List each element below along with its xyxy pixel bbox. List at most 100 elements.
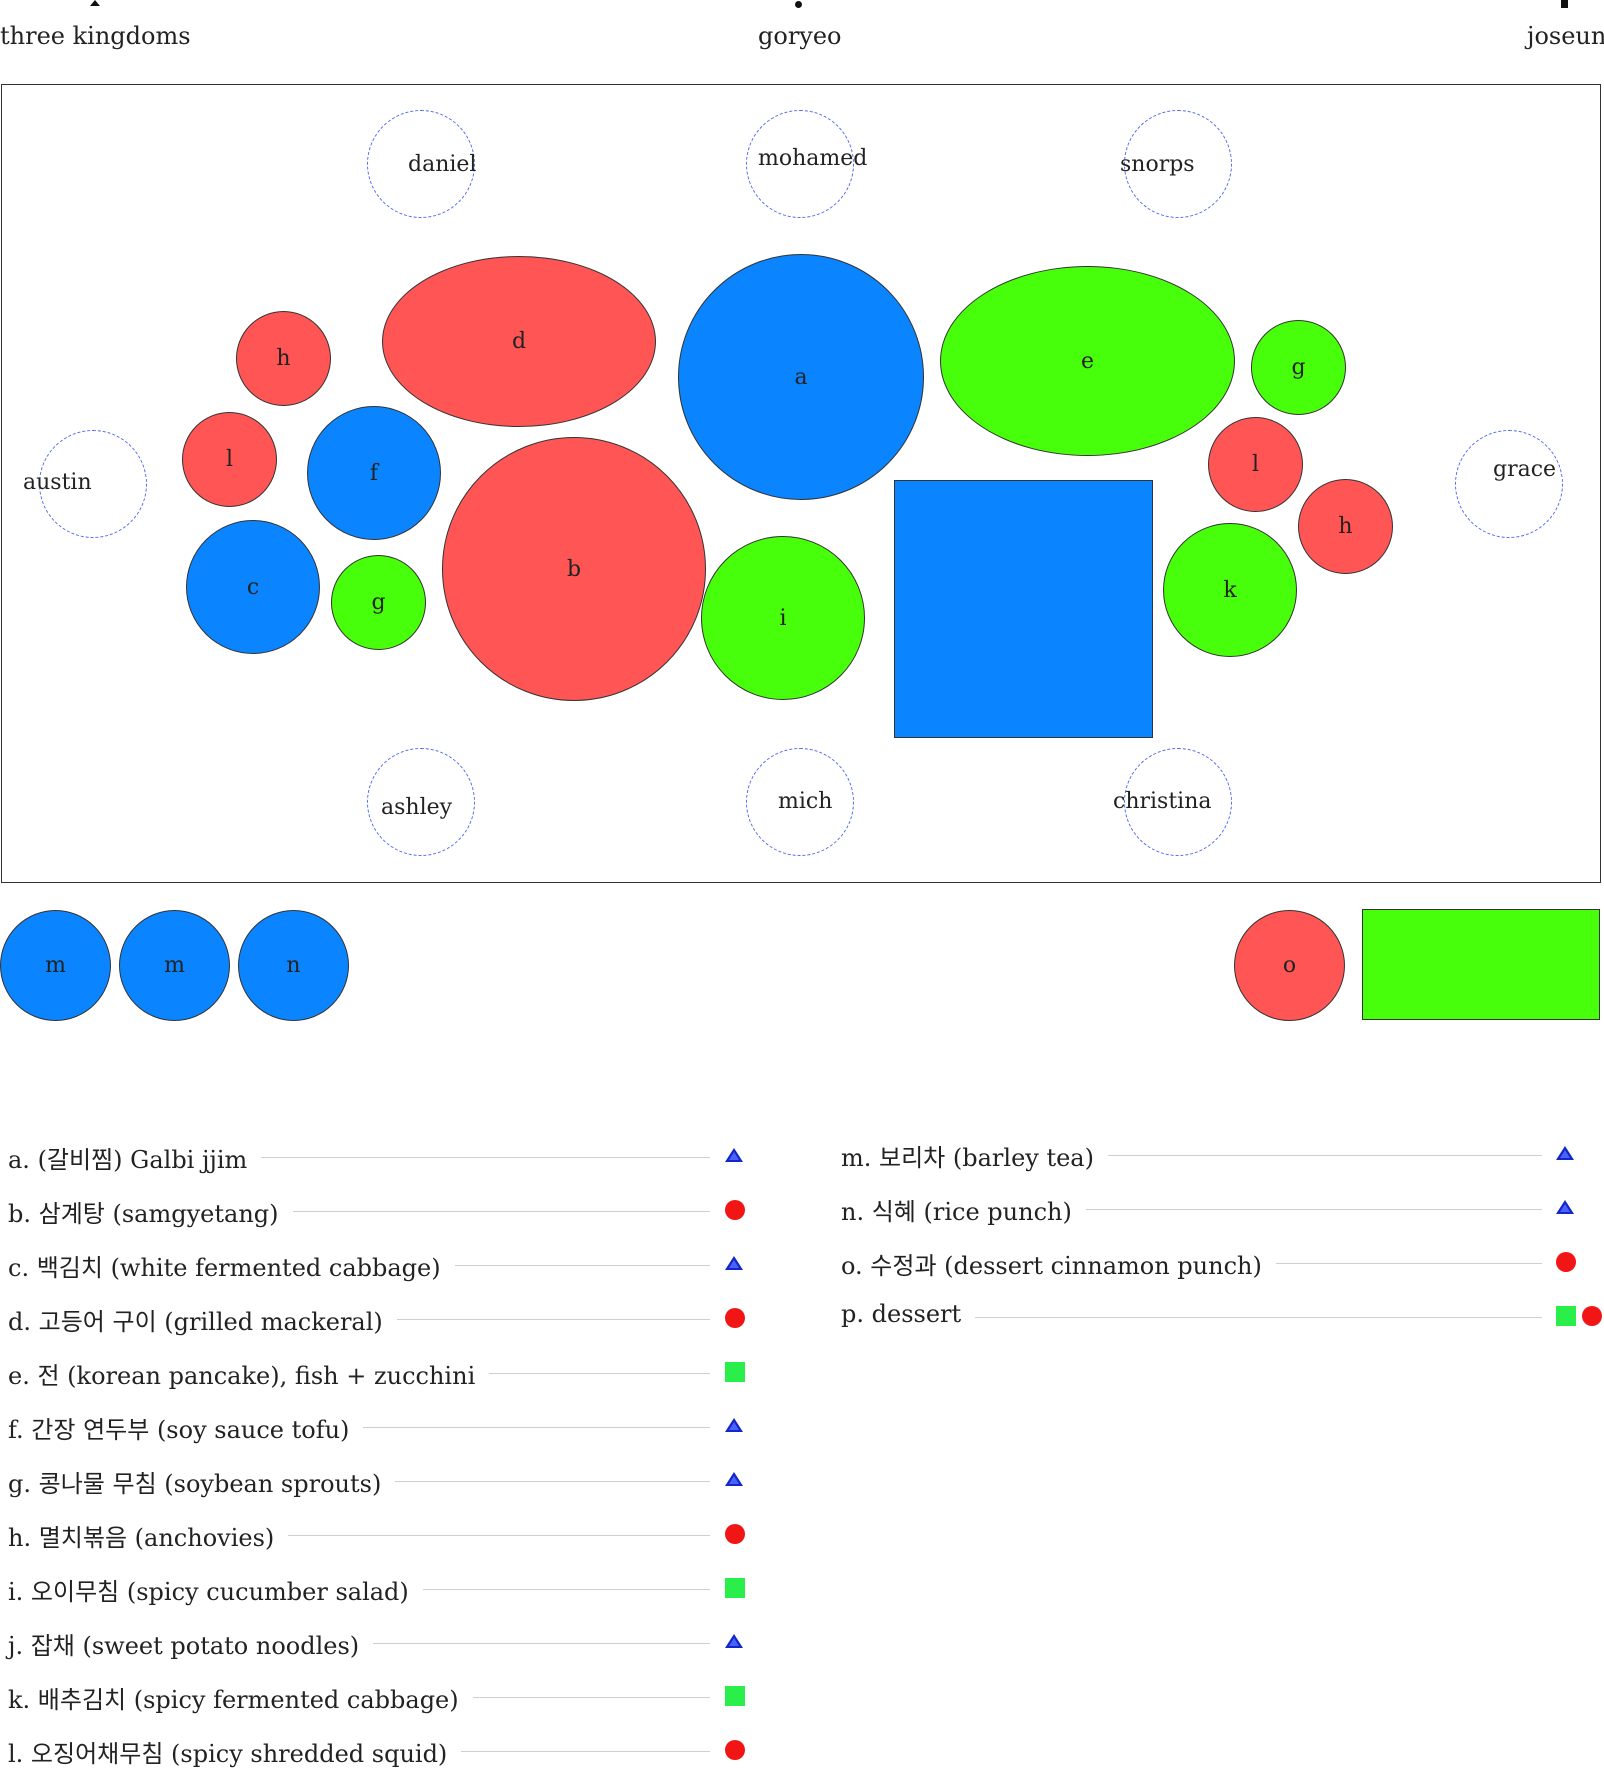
dish-label: a — [794, 364, 808, 390]
dish-h-left: h — [236, 311, 331, 406]
seat-mich — [746, 748, 854, 856]
seat-label-christina: christina — [1113, 789, 1212, 814]
seat-label-mohamed: mohamed — [758, 146, 868, 171]
legend-row: n. 식혜 (rice punch) — [841, 1192, 1604, 1227]
circle-icon — [725, 1200, 745, 1220]
legend-row: l. 오징어채무침 (spicy shredded squid) — [8, 1734, 785, 1769]
legend-row: m. 보리차 (barley tea) — [841, 1138, 1604, 1173]
legend-row: d. 고등어 구이 (grilled mackeral) — [8, 1302, 785, 1337]
legend-text: f. 간장 연두부 (soy sauce tofu) — [8, 1410, 364, 1445]
dish-f: f — [307, 406, 441, 540]
legend-text: a. (갈비찜) Galbi jjim — [8, 1140, 262, 1175]
dish-label: n — [286, 953, 301, 978]
timeline-marker-center — [795, 1, 802, 8]
legend-text: g. 콩나물 무침 (soybean sprouts) — [8, 1464, 396, 1499]
dish-label: h — [276, 346, 291, 371]
legend-row: f. 간장 연두부 (soy sauce tofu) — [8, 1410, 785, 1445]
dish-label: m — [45, 953, 66, 978]
dish-i: i — [701, 536, 865, 700]
seat-daniel — [367, 110, 475, 218]
seat-mohamed — [746, 110, 854, 218]
legend-row: i. 오이무침 (spicy cucumber salad) — [8, 1572, 785, 1607]
side-dish-m-2: m — [119, 910, 230, 1021]
circle-icon — [725, 1308, 745, 1328]
triangle-icon — [725, 1418, 743, 1432]
legend-text: j. 잡채 (sweet potato noodles) — [8, 1626, 374, 1661]
seat-label-austin: austin — [23, 470, 92, 495]
triangle-icon-fill — [729, 1260, 739, 1268]
dish-label: l — [225, 447, 234, 472]
seat-austin — [39, 430, 147, 538]
legend-leader-line — [841, 1209, 1542, 1210]
seat-label-snorps: snorps — [1120, 152, 1195, 177]
dish-label: g — [371, 590, 386, 615]
dish-label: c — [246, 574, 260, 600]
legend-leader-line — [8, 1157, 710, 1158]
legend-text: e. 전 (korean pancake), fish + zucchini — [8, 1356, 490, 1391]
dish-label: l — [1251, 452, 1260, 477]
legend-row: e. 전 (korean pancake), fish + zucchini — [8, 1356, 785, 1391]
triangle-icon-fill — [729, 1638, 739, 1646]
square-icon — [725, 1686, 745, 1706]
legend-row: b. 삼계탕 (samgyetang) — [8, 1194, 785, 1229]
triangle-icon — [725, 1634, 743, 1648]
dish-label: k — [1223, 577, 1237, 603]
triangle-icon — [725, 1148, 743, 1162]
legend-text: o. 수정과 (dessert cinnamon punch) — [841, 1246, 1276, 1281]
seat-snorps — [1124, 110, 1232, 218]
dish-label: m — [164, 953, 185, 978]
legend-text: n. 식혜 (rice punch) — [841, 1192, 1086, 1227]
side-dish-o: o — [1234, 910, 1345, 1021]
dish-l-left: l — [182, 412, 277, 507]
square-icon — [725, 1362, 745, 1382]
timeline-marker-left — [90, 0, 100, 6]
dish-label: i — [779, 605, 787, 631]
legend-text: i. 오이무침 (spicy cucumber salad) — [8, 1572, 423, 1607]
triangle-icon — [725, 1256, 743, 1270]
circle-icon — [725, 1740, 745, 1760]
legend-row: p. dessert — [841, 1300, 1604, 1330]
legend-row: c. 백김치 (white fermented cabbage) — [8, 1248, 785, 1283]
dish-k: k — [1163, 523, 1297, 657]
legend-row: a. (갈비찜) Galbi jjim — [8, 1140, 785, 1175]
dish-b: b — [442, 437, 706, 701]
dish-g-left: g — [331, 555, 426, 650]
legend-text: m. 보리차 (barley tea) — [841, 1138, 1108, 1173]
legend-row: h. 멸치볶음 (anchovies) — [8, 1518, 785, 1553]
dish-d: d — [382, 256, 656, 427]
dish-c: c — [186, 520, 320, 654]
legend-row: o. 수정과 (dessert cinnamon punch) — [841, 1246, 1604, 1281]
legend-text: h. 멸치볶음 (anchovies) — [8, 1518, 289, 1553]
triangle-icon — [725, 1472, 743, 1486]
timeline-label-goryeo: goryeo — [758, 22, 842, 50]
legend-text: c. 백김치 (white fermented cabbage) — [8, 1248, 455, 1283]
dish-label: d — [511, 329, 527, 354]
timeline-label-three-kingdoms: three kingdoms — [0, 22, 191, 50]
seat-label-ashley: ashley — [381, 795, 453, 820]
dining-table — [1, 84, 1601, 883]
seat-christina — [1124, 748, 1232, 856]
dish-g-right: g — [1251, 320, 1346, 415]
seat-label-grace: grace — [1493, 457, 1557, 482]
dish-label: o — [1282, 953, 1297, 978]
circle-icon — [1582, 1306, 1602, 1326]
seat-ashley — [367, 748, 475, 856]
triangle-icon — [1556, 1146, 1574, 1160]
legend-leader-line — [8, 1535, 710, 1536]
triangle-icon-fill — [729, 1152, 739, 1160]
seat-label-mich: mich — [778, 789, 833, 814]
timeline-marker-right — [1561, 0, 1568, 8]
legend-text: d. 고등어 구이 (grilled mackeral) — [8, 1302, 397, 1337]
dish-h-right: h — [1298, 479, 1393, 574]
legend-row: j. 잡채 (sweet potato noodles) — [8, 1626, 785, 1661]
circle-icon — [725, 1524, 745, 1544]
triangle-icon-fill — [729, 1422, 739, 1430]
seat-label-daniel: daniel — [408, 152, 477, 177]
triangle-icon-fill — [1560, 1204, 1570, 1212]
legend-text: b. 삼계탕 (samgyetang) — [8, 1194, 293, 1229]
legend-leader-line — [8, 1211, 710, 1212]
dish-a: a — [678, 254, 924, 500]
dish-label: g — [1291, 355, 1306, 380]
triangle-icon — [1556, 1200, 1574, 1214]
legend-leader-line — [841, 1155, 1542, 1156]
